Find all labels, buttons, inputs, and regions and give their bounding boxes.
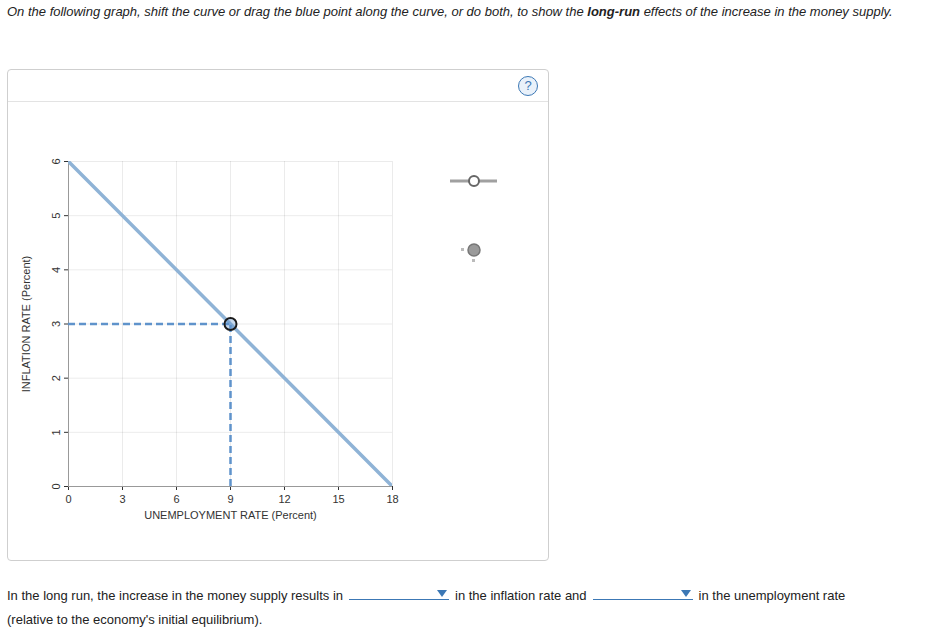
svg-text:5: 5 (50, 213, 62, 219)
svg-text:9: 9 (227, 493, 233, 505)
svg-text:6: 6 (173, 493, 179, 505)
svg-text:UNEMPLOYMENT RATE (Percent): UNEMPLOYMENT RATE (Percent) (144, 509, 317, 521)
svg-text:4: 4 (50, 267, 62, 273)
html-text:in the inflation rate and: in the inflation rate and (455, 588, 587, 603)
svg-text:0: 0 (50, 483, 62, 489)
svg-text:0: 0 (65, 493, 71, 505)
svg-text:3: 3 (119, 493, 125, 505)
html-text:On the following graph, shift: On the following graph, shift the curve … (7, 4, 893, 19)
svg-text:1: 1 (50, 429, 62, 435)
svg-text:INFLATION RATE (Percent): INFLATION RATE (Percent) (20, 256, 32, 393)
svg-text:12: 12 (278, 493, 290, 505)
html-text:in the unemployment rate: in the unemployment rate (698, 588, 846, 603)
html-text:In the long run, the increase: In the long run, the increase in the mon… (7, 588, 343, 603)
html-text:(relative to the economy's ini: (relative to the economy's initial equil… (7, 612, 263, 627)
svg-text:15: 15 (332, 493, 344, 505)
svg-text:3: 3 (50, 321, 62, 327)
svg-text:2: 2 (50, 375, 62, 381)
svg-text:6: 6 (50, 158, 62, 164)
svg-text:18: 18 (386, 493, 398, 505)
